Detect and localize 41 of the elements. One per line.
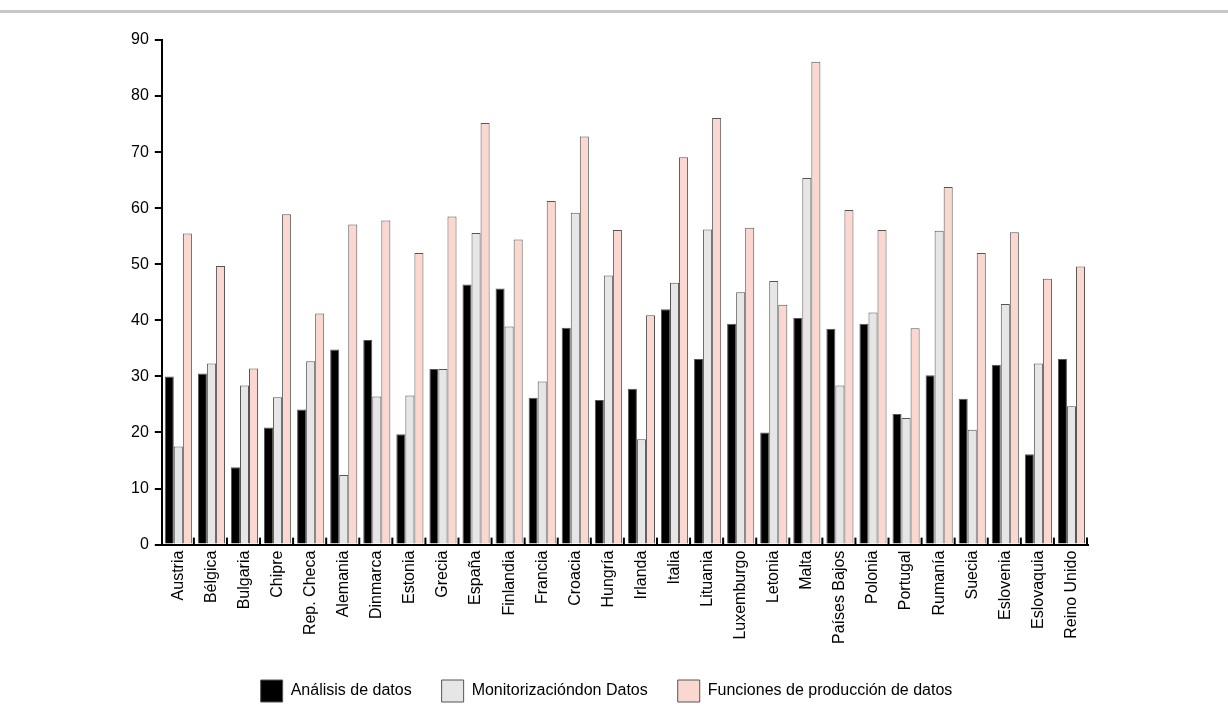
- legend-label: Análisis de datos: [290, 681, 412, 699]
- x-tick-label: Rumanía: [929, 550, 947, 616]
- x-tick-label: Lituania: [698, 550, 715, 607]
- x-tick-label: Hungría: [598, 550, 616, 608]
- x-tick-label: Croacia: [565, 550, 583, 606]
- y-tick-label: 70: [131, 142, 149, 160]
- x-tick-label: Reino Unido: [1061, 550, 1079, 639]
- x-tick-label: Austria: [168, 550, 186, 601]
- x-tick-label: Finlandia: [499, 550, 517, 616]
- y-tick-label: 40: [131, 310, 149, 328]
- x-tick-label: Polonia: [863, 550, 881, 604]
- x-tick-label: Suecia: [962, 550, 980, 600]
- x-tick-label: Letonia: [764, 550, 782, 604]
- y-tick-label: 60: [131, 198, 149, 216]
- x-tick-label: Italia: [664, 550, 682, 585]
- y-tick-label: 50: [131, 254, 149, 272]
- x-tick-label: Rep. Checa: [301, 550, 319, 636]
- x-tick-label: Bulgaria: [234, 550, 252, 610]
- x-tick-label: Francia: [532, 550, 550, 604]
- x-tick-label: Grecia: [433, 550, 451, 598]
- x-tick-label: Estonia: [400, 550, 418, 604]
- legend-label: Funciones de producción de datos: [707, 681, 953, 699]
- x-tick-label: Países Bajos: [830, 550, 848, 645]
- x-tick-label: Dinmarca: [367, 550, 385, 620]
- y-tick-label: 20: [131, 422, 149, 440]
- x-tick-label: España: [466, 550, 484, 605]
- x-tick-label: Portugal: [896, 550, 914, 611]
- x-tick-label: Eslovenia: [995, 550, 1013, 620]
- y-tick-label: 0: [139, 535, 149, 553]
- x-tick-label: Alemania: [334, 550, 352, 618]
- y-tick-label: 30: [131, 366, 149, 384]
- y-tick-label: 80: [131, 86, 149, 104]
- x-tick-label: Eslovaquia: [1028, 550, 1046, 629]
- x-tick-label: Irlanda: [631, 550, 649, 600]
- x-tick-label: Malta: [797, 550, 815, 590]
- x-tick-label: Chipre: [267, 550, 285, 598]
- x-tick-label: Bélgica: [201, 550, 219, 604]
- x-tick-label: Luxemburgo: [731, 550, 749, 640]
- legend-label: Monitorizacióndon Datos: [471, 681, 648, 699]
- y-tick-label: 10: [131, 478, 149, 496]
- y-tick-label: 90: [131, 30, 149, 48]
